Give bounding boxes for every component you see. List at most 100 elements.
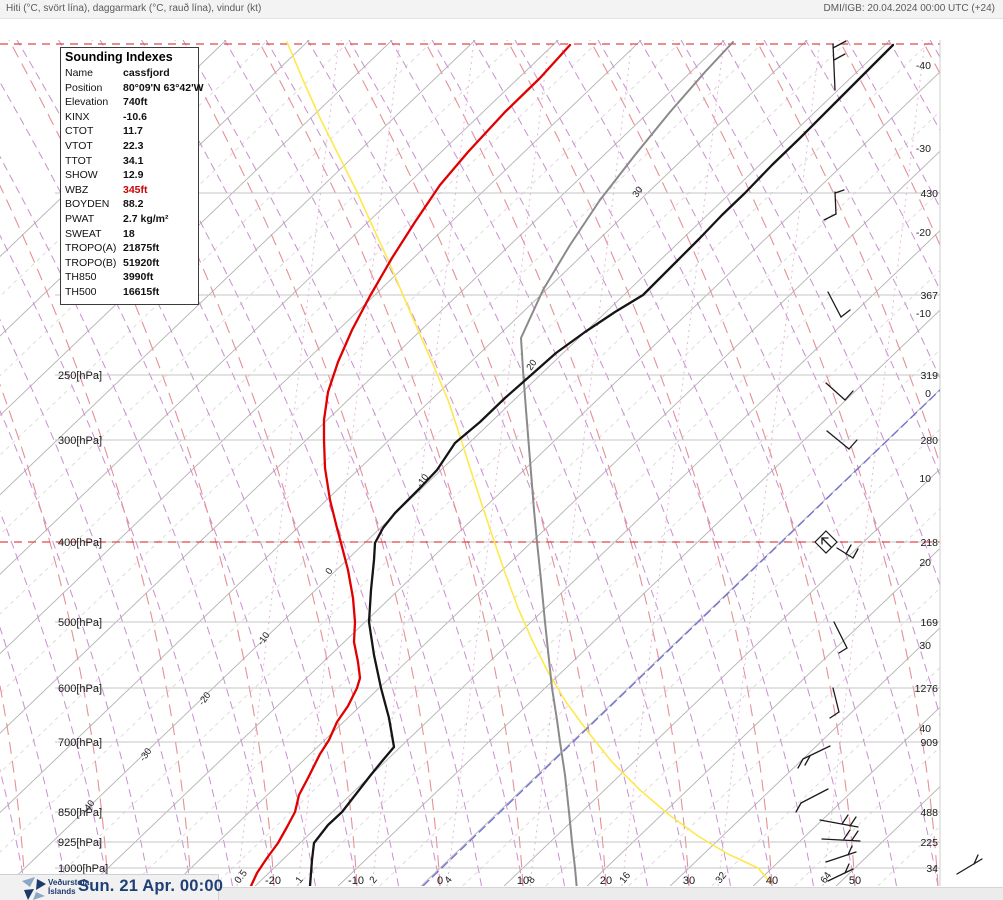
index-value: 34.1 — [123, 154, 144, 167]
index-label: SWEAT — [65, 227, 102, 240]
curve-yellow-reference-curve — [286, 41, 771, 883]
mixing-ratio-label: 4 — [443, 874, 455, 886]
pressure-label: 500[hPa] — [58, 617, 102, 629]
temperature-axis-label: 0 — [437, 875, 443, 887]
barb-700hpa — [797, 745, 831, 769]
barb-430 — [823, 189, 845, 221]
index-value: 51920ft — [123, 256, 160, 269]
height-label: 367 — [920, 290, 938, 302]
mixing-ratio-label: 32 — [714, 870, 730, 886]
index-label: Name — [65, 67, 94, 79]
barb-500hpa — [833, 621, 848, 654]
index-label: Elevation — [65, 96, 109, 109]
temperature-axis-label: 30 — [683, 875, 695, 887]
index-value: 16615ft — [123, 285, 160, 298]
index-row-show: SHOW 12.9 — [65, 168, 195, 183]
footer-strip — [0, 887, 1003, 900]
adiabat-label: 20 — [524, 358, 539, 373]
index-label: BOYDEN — [65, 198, 110, 211]
sounding-curves — [249, 41, 940, 886]
index-label: TROPO(B) — [65, 256, 117, 269]
height-label: 430 — [920, 188, 938, 200]
pressure-label: 700[hPa] — [58, 737, 102, 749]
barb-790 — [795, 788, 829, 813]
barb-925hpa — [825, 845, 857, 863]
height-label: 319 — [920, 370, 938, 382]
pressure-label: 400[hPa] — [58, 537, 102, 549]
sounding-indexes-title: Sounding Indexes — [65, 50, 173, 64]
barb-280 — [826, 430, 858, 450]
isotherm-right-label: 10 — [919, 473, 931, 485]
index-value: 80°09'N 63°42'W — [123, 81, 204, 94]
temperature-axis-label: 10 — [517, 875, 529, 887]
mixing-ratio-label: 1 — [294, 874, 306, 886]
curve-gray-reference-curve — [520, 41, 734, 886]
isotherm-right-label: -10 — [916, 308, 931, 320]
index-row-position: Position 80°09'N 63°42'W — [65, 81, 204, 96]
index-row-tropo-b-: TROPO(B) 51920ft — [65, 256, 195, 271]
index-row-ttot: TTOT 34.1 — [65, 154, 195, 169]
index-row-kinx: KINX -10.6 — [65, 110, 195, 125]
index-row-th850: TH850 3990ft — [65, 270, 195, 285]
height-label: 218 — [920, 537, 938, 549]
index-value: 740ft — [123, 96, 148, 109]
pressure-label: 600[hPa] — [58, 683, 102, 695]
mixing-ratio-label: 2 — [368, 874, 380, 886]
index-value: -10.6 — [123, 110, 147, 123]
barb-850hpa — [819, 814, 859, 828]
isotherm-right-label: 30 — [919, 640, 931, 652]
temperature-axis-label: -20 — [265, 875, 281, 887]
top-header-bar: Hiti (°C, svört lína), daggarmark (°C, r… — [0, 0, 1003, 19]
index-label: CTOT — [65, 125, 94, 138]
index-label: WBZ — [65, 183, 89, 196]
pressure-label: 850[hPa] — [58, 807, 102, 819]
adiabat-label: -10 — [414, 472, 431, 490]
pressure-label: 250[hPa] — [58, 370, 102, 382]
barb-150hpa — [832, 40, 847, 91]
temperature-axis-label: 50 — [849, 875, 861, 887]
pressure-gridlines — [0, 40, 941, 886]
background-grid — [0, 40, 940, 886]
vedurstofa-logo-icon — [22, 877, 46, 900]
vedurstofa-logo-text: Veðurstofa Íslands — [48, 878, 90, 896]
index-value: 88.2 — [123, 198, 144, 211]
barb-600hpa — [829, 687, 840, 719]
footer-logo-box: Veðurstofa Íslands Sun. 21 Apr. 00:00 — [0, 874, 223, 900]
barb-400hpa — [836, 544, 859, 559]
index-label: SHOW — [65, 169, 98, 182]
mixing-ratio-label: 64 — [819, 870, 835, 886]
index-value: 12.9 — [123, 169, 144, 182]
wind-barbs — [795, 40, 983, 882]
isotherm-right-label: -20 — [916, 227, 931, 239]
height-label: 488 — [920, 807, 938, 819]
isotherm-right-label: 40 — [919, 723, 931, 735]
index-label: TROPO(A) — [65, 242, 117, 255]
index-value: 345ft — [123, 183, 148, 196]
height-label: 34 — [926, 863, 938, 875]
chart-legend-text: Hiti (°C, svört lína), daggarmark (°C, r… — [6, 3, 262, 14]
index-row-ctot: CTOT 11.7 — [65, 124, 195, 139]
mixing-ratio-label: 0.5 — [233, 868, 250, 886]
height-label: 909 — [920, 737, 938, 749]
index-row-th500: TH500 16615ft — [65, 285, 195, 300]
index-value: 22.3 — [123, 139, 144, 152]
temperature-axis-label: -10 — [348, 875, 364, 887]
barb-880 — [821, 829, 861, 842]
isotherm-right-label: 20 — [919, 557, 931, 569]
adiabat-label: -30 — [137, 746, 154, 764]
index-label: TTOT — [65, 154, 93, 167]
temperature-axis-label: 20 — [600, 875, 612, 887]
index-row-name: Name cassfjord — [65, 66, 195, 81]
index-row-tropo-a-: TROPO(A) 21875ft — [65, 241, 195, 256]
index-row-boyden: BOYDEN 88.2 — [65, 197, 195, 212]
index-value: cassfjord — [123, 67, 170, 79]
pressure-label: 1000[hPa] — [58, 863, 108, 875]
index-row-sweat: SWEAT 18 — [65, 227, 195, 242]
adiabat-label: -20 — [196, 690, 213, 708]
barb-960 — [827, 863, 854, 882]
valid-date-label: Sun. 21 Apr. 00:00 — [78, 877, 224, 895]
pressure-label: 925[hPa] — [58, 837, 102, 849]
index-row-vtot: VTOT 22.3 — [65, 139, 195, 154]
